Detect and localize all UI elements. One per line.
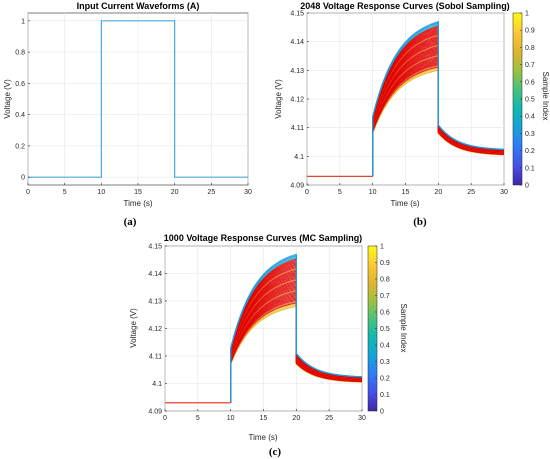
colorbar-tick-label: 0.7 (525, 62, 535, 69)
x-tick-label: 15 (260, 415, 268, 422)
y-tick-label: 4.13 (290, 68, 304, 75)
voltage-curve (230, 253, 363, 403)
x-tick-label: 0 (163, 415, 167, 422)
title-c: 1000 Voltage Response Curves (MC Samplin… (164, 233, 362, 243)
xlabel-b: Time (s) (390, 199, 419, 208)
x-tick-label: 10 (97, 189, 105, 196)
y-tick-label: 4.11 (149, 354, 162, 361)
colorbar-tick-label: 0 (380, 409, 384, 416)
x-tick-label: 5 (196, 415, 200, 422)
x-tick-label: 10 (369, 189, 377, 196)
colorbar-tick-label: 0.1 (380, 392, 390, 399)
y-tick-label: 0.8 (15, 50, 25, 57)
colorbar-tick-label: 0.4 (525, 114, 535, 121)
colorbar-tick-label: 0.5 (525, 97, 535, 104)
colorbar-tick-label: 0.3 (380, 359, 390, 366)
y-tick-label: 4.09 (290, 183, 304, 190)
x-tick-label: 20 (292, 415, 300, 422)
colorbar-tick-label: 0.9 (380, 260, 390, 267)
current-series-line (28, 20, 248, 178)
grid-a (27, 13, 249, 185)
title-b: 2048 Voltage Response Curves (Sobol Samp… (300, 1, 509, 11)
y-tick-label: 4.12 (290, 97, 304, 104)
y-tick-label: 4.15 (290, 11, 304, 18)
y-tick-label: 4.15 (148, 244, 162, 251)
series-a (28, 20, 248, 178)
x-tick-label: 30 (244, 189, 252, 196)
colorbar-tick-label: 0.5 (380, 326, 390, 333)
x-tick-label: 20 (171, 189, 179, 196)
x-tick-label: 20 (434, 189, 442, 196)
ylabel-b: Voltage (V) (274, 79, 283, 119)
colorbar-tick-label: 0.2 (380, 376, 390, 383)
colorbar-tick-label: 0.8 (380, 277, 390, 284)
ticks-b: 0 5 10 15 20 25 30 4.09 4.1 4.11 4.12 4.13 4.14 4.15 (290, 11, 508, 197)
y-tick-label: 4.14 (148, 271, 162, 278)
colorbar-tick-label: 0.6 (525, 79, 535, 86)
colorbar-label-b: Sample Index (541, 72, 550, 121)
y-tick-label: 4.12 (148, 326, 162, 333)
ticks-a: 0 5 10 15 20 25 30 0 0.2 0.4 0.6 0.8 1 (15, 18, 252, 196)
x-tick-label: 15 (134, 189, 142, 196)
caption-c: (c) (269, 446, 282, 458)
y-tick-label: 1 (21, 18, 25, 25)
panel-c: 0 5 10 15 20 25 304.094.14.114.124.134.144.15 … (129, 233, 408, 458)
y-tick-label: 4.09 (148, 409, 162, 416)
xlabel-c: Time (s) (248, 433, 277, 442)
x-tick-label: 25 (325, 415, 333, 422)
colorbar-tick-label: 0.2 (525, 148, 535, 155)
ticks-c: 0 5 10 15 20 25 30 4.09 4.1 4.11 4.12 4.13 4.14 4.15 (148, 244, 366, 423)
x-tick-label: 5 (63, 189, 67, 196)
colorbar-tick-label: 0.4 (380, 343, 390, 350)
ylabel-a: Voltage (V) (3, 79, 12, 119)
colorbar-tick-label: 0.8 (525, 45, 535, 52)
xlabel-a: Time (s) (123, 199, 152, 208)
colorbar-tick-label: 0.1 (525, 165, 535, 172)
colorbar-tick-label: 1 (525, 11, 529, 18)
series-b (307, 20, 505, 177)
y-tick-label: 4.14 (290, 39, 304, 46)
colorbar-tick-label: 0.6 (380, 310, 390, 317)
x-tick-label: 5 (338, 189, 342, 196)
colorbar-tick-label: 0.3 (525, 131, 535, 138)
colorbar-c: 0 0.1 0.2 0.3 0.4 0.5 0.6 0.7 0.8 0.9 1 (367, 244, 390, 416)
colorbar-tick-label: 1 (380, 244, 384, 251)
x-tick-label: 25 (207, 189, 215, 196)
y-tick-label: 0 (21, 175, 25, 182)
series-c (165, 253, 363, 404)
x-tick-label: 10 (227, 415, 235, 422)
x-tick-label: 25 (467, 189, 475, 196)
colorbar-tick-label: 0 (525, 183, 529, 190)
y-tick-label: 0.2 (15, 143, 25, 150)
caption-b: (b) (413, 216, 427, 228)
panel-a: 0 5 10 15 20 25 30 0 0.2 0.4 0.6 0.8 1 Input Current… (3, 1, 252, 228)
y-tick-label: 4.11 (291, 125, 304, 132)
y-tick-label: 0.6 (15, 81, 25, 88)
panel-b: 0 5 10 15 20 25 304.094.14.114.124.134.144.15 … (274, 1, 550, 228)
title-a: Input Current Waveforms (A) (77, 1, 200, 11)
voltage-curve (372, 20, 505, 177)
x-tick-label: 30 (358, 415, 366, 422)
x-tick-label: 0 (305, 189, 309, 196)
y-tick-label: 0.4 (15, 112, 25, 119)
x-tick-label: 30 (500, 189, 508, 196)
colorbar-label-c: Sample Index (399, 304, 408, 353)
ylabel-c: Voltage (V) (129, 308, 138, 348)
colorbar-tick-label: 0.7 (380, 293, 390, 300)
caption-a: (a) (124, 216, 137, 228)
y-tick-label: 4.1 (152, 381, 162, 388)
x-tick-label: 15 (402, 189, 410, 196)
y-tick-label: 4.13 (148, 299, 162, 306)
colorbar-b: 0 0.1 0.2 0.3 0.4 0.5 0.6 0.7 0.8 0.9 1 (512, 11, 535, 190)
y-tick-label: 4.1 (294, 154, 304, 161)
colorbar-tick-label: 0.9 (525, 28, 535, 35)
x-tick-label: 0 (26, 189, 30, 196)
